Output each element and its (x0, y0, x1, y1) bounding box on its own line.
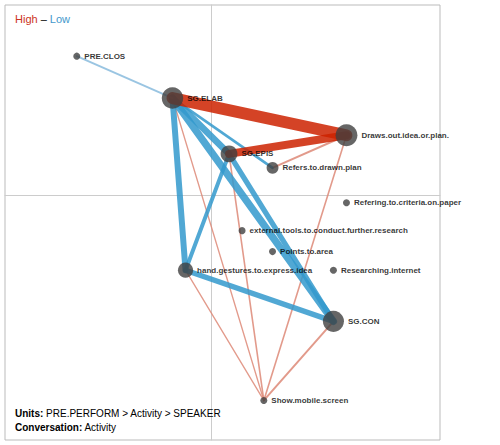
svg-text:–: – (38, 13, 50, 25)
svg-text:PRE.CLOS: PRE.CLOS (84, 52, 126, 61)
svg-text:Conversation:: Conversation: (15, 422, 82, 433)
svg-text:Low: Low (50, 13, 70, 25)
svg-text:Activity: Activity (82, 422, 116, 433)
svg-text:Refering.to.criteria.on.paper: Refering.to.criteria.on.paper (354, 198, 461, 207)
svg-text:Refers.to.drawn.plan: Refers.to.drawn.plan (282, 163, 361, 172)
svg-text:PRE.PERFORM > Activity > SPEAK: PRE.PERFORM > Activity > SPEAKER (43, 408, 220, 419)
svg-text:Draws.out.idea.or.plan.: Draws.out.idea.or.plan. (361, 131, 449, 140)
svg-text:SG.ELAB: SG.ELAB (187, 94, 223, 103)
svg-text:High: High (15, 13, 38, 25)
svg-text:SG.CON: SG.CON (348, 317, 380, 326)
svg-text:Points.to.area: Points.to.area (280, 247, 333, 256)
svg-text:Show.mobile.screen: Show.mobile.screen (271, 396, 348, 405)
svg-text:SG.EPIS: SG.EPIS (241, 149, 274, 158)
svg-text:hand.gestures.to.express.idea: hand.gestures.to.express.idea (197, 266, 313, 275)
svg-text:Researching.internet: Researching.internet (341, 266, 421, 275)
svg-text:Units:: Units: (15, 408, 43, 419)
svg-text:external.tools.to.conduct.furt: external.tools.to.conduct.further.resear… (250, 226, 408, 235)
